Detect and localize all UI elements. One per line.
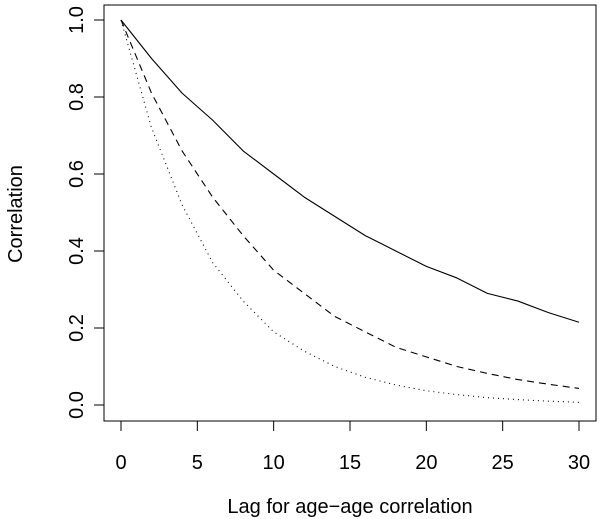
- x-tick-label: 30: [568, 452, 590, 474]
- series-layer: [120, 19, 580, 403]
- x-tick-label: 10: [263, 452, 285, 474]
- y-axis-label: Correlation: [5, 165, 27, 263]
- x-tick-label: 25: [492, 452, 514, 474]
- plot-frame: [103, 4, 597, 422]
- y-tick-label: 0.8: [66, 83, 88, 111]
- y-tick-label: 0.4: [66, 237, 88, 265]
- y-tick-label: 0.0: [66, 391, 88, 419]
- y-tick-label: 0.6: [66, 160, 88, 188]
- x-tick-label: 20: [415, 452, 437, 474]
- series-line-solid: [120, 19, 580, 323]
- x-axis: 0 5 10 15 20 25 30: [115, 420, 590, 474]
- x-tick-label: 5: [192, 452, 203, 474]
- y-axis: 0.0 0.2 0.4 0.6 0.8 1.0: [66, 6, 105, 419]
- series-line-dotted: [120, 19, 580, 403]
- x-axis-label: Lag for age−age correlation: [227, 496, 472, 518]
- y-tick-label: 1.0: [66, 6, 88, 34]
- x-tick-label: 0: [115, 452, 126, 474]
- x-tick-label: 15: [339, 452, 361, 474]
- y-tick-label: 0.2: [66, 314, 88, 342]
- series-line-dashed: [120, 19, 580, 389]
